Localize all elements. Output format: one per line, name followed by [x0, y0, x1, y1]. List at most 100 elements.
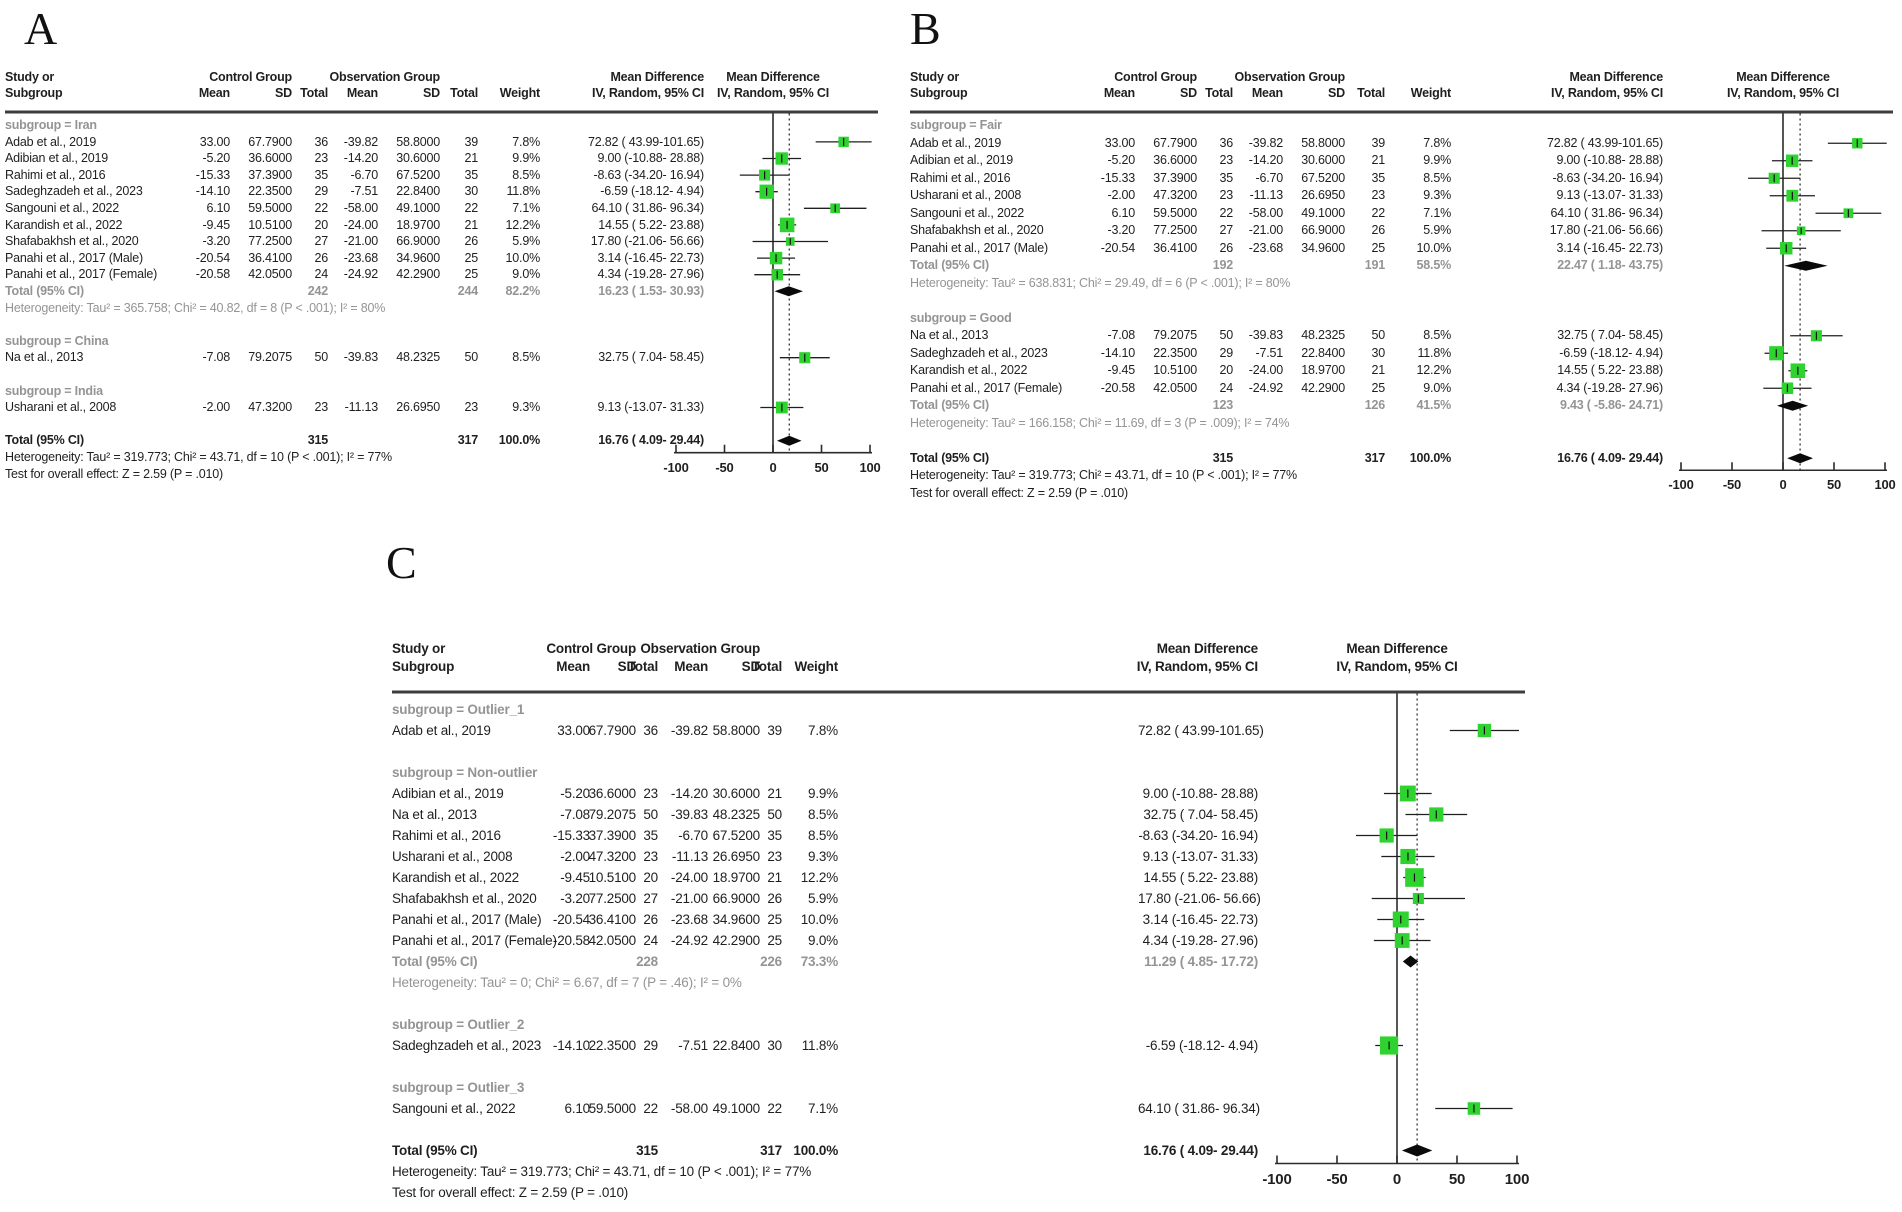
study-md-ci: -6.59 (-18.12- 4.94)	[600, 184, 704, 199]
study-row-label: Karandish et al., 2022	[5, 217, 123, 232]
axis-tick-label: 100	[859, 459, 881, 475]
study-md-ci: 4.34 (-19.28- 27.96)	[1142, 933, 1259, 948]
axis-tick-label: 0	[769, 459, 777, 475]
subgroup-header-row: subgroup = Fair	[910, 118, 1002, 132]
study-obs-total: 26	[767, 891, 782, 906]
study-obs-mean: -11.13	[1249, 188, 1284, 202]
study-obs-mean: -6.70	[1255, 170, 1284, 185]
axis-tick-label: -100	[1262, 1170, 1292, 1188]
study-weight: 8.5%	[512, 350, 540, 365]
study-weight: 9.0%	[808, 933, 838, 948]
heterogeneity-note: Heterogeneity: Tau² = 166.158; Chi² = 11…	[910, 415, 1290, 430]
study-weight: 11.8%	[1417, 345, 1451, 360]
study-obs-total: 21	[767, 870, 782, 885]
study-obs-total: 25	[464, 250, 478, 265]
study-control-mean: -5.20	[1107, 153, 1136, 167]
study-row-label: Adab et al., 2019	[5, 134, 97, 149]
row-weight: 41.5%	[1416, 398, 1452, 412]
subtotal-diamond	[1784, 260, 1828, 271]
study-control-mean: 33.00	[557, 723, 590, 738]
axis-tick-label: 100	[1874, 477, 1896, 493]
row-obs-total: 126	[1364, 398, 1385, 412]
study-row-label: Panahi et al., 2017 (Male)	[392, 912, 542, 927]
axis-tick-label: -100	[663, 459, 689, 475]
study-obs-sd: 48.2325	[396, 350, 440, 365]
study-weight: 9.9%	[512, 151, 540, 166]
study-md-ci: 3.14 (-16.45- 22.73)	[597, 250, 705, 265]
study-md-ci: 72.82 ( 43.99-101.65)	[1138, 723, 1264, 738]
study-weight: 9.9%	[1423, 153, 1451, 167]
study-control-sd: 10.5100	[248, 217, 292, 232]
study-obs-mean: -11.13	[671, 849, 708, 864]
study-control-sd: 22.3500	[1153, 345, 1197, 360]
study-obs-total: 25	[1371, 380, 1385, 395]
study-md-ci: 17.80 (-21.06- 56.66)	[1138, 891, 1261, 906]
heterogeneity-note: Heterogeneity: Tau² = 0; Chi² = 6.67, df…	[392, 975, 742, 990]
overall-effect-note: Test for overall effect: Z = 2.59 (P = .…	[5, 466, 223, 481]
study-obs-mean: -21.00	[670, 891, 708, 906]
study-control-sd: 47.3200	[1153, 188, 1197, 202]
col-header-md-plot-2: IV, Random, 95% CI	[1727, 86, 1839, 100]
overall-effect-note: Heterogeneity: Tau² = 319.773; Chi² = 43…	[392, 1164, 812, 1179]
col-header-control-group: Control Group	[209, 70, 292, 84]
study-md-ci: 32.75 ( 7.04- 58.45)	[1557, 328, 1663, 342]
col-header-control-mean: Mean	[198, 86, 230, 100]
overall-effect-note: Heterogeneity: Tau² = 319.773; Chi² = 43…	[5, 450, 392, 464]
study-control-sd: 47.3200	[588, 849, 637, 864]
col-header-control-total: Total	[627, 659, 658, 674]
study-obs-total: 30	[767, 1038, 782, 1053]
study-obs-total: 25	[767, 912, 782, 927]
study-md-ci: 17.80 (-21.06- 56.66)	[590, 234, 704, 249]
study-obs-mean: -23.68	[343, 250, 378, 265]
study-obs-sd: 30.6000	[712, 786, 761, 801]
study-obs-total: 50	[1371, 328, 1385, 342]
subtotal-row-label: Total (95% CI)	[5, 284, 84, 298]
study-control-total: 27	[643, 891, 658, 906]
col-header-md-text-2: IV, Random, 95% CI	[592, 86, 704, 100]
study-control-sd: 67.7900	[248, 134, 292, 149]
study-control-total: 36	[1219, 135, 1233, 150]
study-obs-sd: 18.9700	[396, 217, 440, 232]
col-header-obs-total: Total	[751, 659, 782, 674]
study-control-sd: 36.6000	[588, 786, 637, 801]
study-control-sd: 10.5100	[1153, 363, 1197, 377]
study-md-ci: 32.75 ( 7.04- 58.45)	[598, 350, 704, 365]
row-md-ci: 16.76 ( 4.09- 29.44)	[598, 433, 704, 448]
study-control-total: 23	[314, 400, 328, 415]
study-obs-mean: -14.20	[343, 151, 378, 166]
study-row-label: Adab et al., 2019	[910, 135, 1002, 150]
study-control-total: 22	[314, 201, 328, 215]
col-header-md-text-2: IV, Random, 95% CI	[1551, 86, 1663, 100]
study-md-ci: 3.14 (-16.45- 22.73)	[1142, 912, 1259, 927]
study-control-mean: -3.20	[560, 891, 590, 906]
study-control-sd: 37.3900	[588, 828, 637, 843]
study-obs-sd: 42.2900	[1301, 380, 1345, 395]
study-row-label: Panahi et al., 2017 (Male)	[5, 250, 143, 265]
col-header-md-plot-2: IV, Random, 95% CI	[1336, 659, 1458, 674]
study-weight: 9.3%	[808, 849, 838, 864]
subtotal-diamond	[774, 286, 804, 297]
study-obs-sd: 48.2325	[712, 807, 761, 822]
study-md-ci: 14.55 ( 5.22- 23.88)	[598, 217, 704, 232]
study-weight: 5.9%	[1423, 223, 1451, 237]
study-row-label: Panahi et al., 2017 (Female)	[392, 933, 557, 948]
study-control-sd: 67.7900	[1153, 135, 1197, 150]
study-control-mean: -20.58	[195, 267, 230, 282]
study-control-total: 23	[643, 786, 658, 801]
total-row-label: Total (95% CI)	[910, 450, 989, 465]
study-weight: 5.9%	[512, 234, 540, 249]
overall-effect-note: Test for overall effect: Z = 2.59 (P = .…	[392, 1185, 629, 1200]
col-header-weight: Weight	[794, 659, 838, 674]
study-weight: 8.5%	[1423, 328, 1451, 342]
study-control-total: 36	[643, 723, 658, 738]
study-obs-mean: -23.68	[1248, 240, 1283, 255]
study-md-ci: -8.63 (-34.20- 16.94)	[593, 167, 705, 182]
study-obs-mean: -39.83	[1248, 328, 1283, 342]
study-obs-sd: 49.1000	[1301, 205, 1345, 220]
study-obs-mean: -39.82	[1248, 135, 1283, 150]
study-obs-mean: -58.00	[670, 1101, 708, 1116]
study-obs-sd: 58.8000	[712, 723, 761, 738]
study-control-mean: 6.10	[564, 1101, 591, 1116]
study-weight: 12.2%	[800, 870, 838, 885]
study-md-ci: -6.59 (-18.12- 4.94)	[1559, 345, 1663, 360]
